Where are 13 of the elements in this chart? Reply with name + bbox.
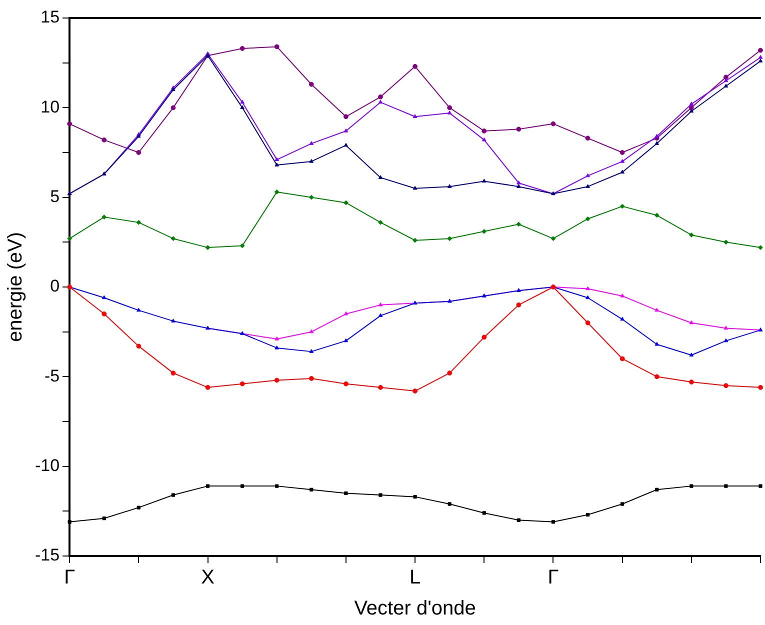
y-tick-label: -15 [34, 546, 60, 565]
y-tick-label: 5 [50, 187, 60, 206]
y-tick-label: 15 [40, 8, 60, 27]
y-tick-label: -10 [34, 456, 60, 476]
y-tick-label: -5 [44, 366, 60, 386]
y-tick-label: 0 [50, 276, 60, 296]
x-tick-label: L [409, 566, 421, 589]
x-tick-label: Γ [64, 566, 76, 589]
x-axis-title: Vecter d'onde [354, 598, 476, 620]
x-tick-label: Γ [548, 566, 559, 589]
x-tick-label: X [201, 566, 214, 589]
y-axis-title: energie (eV) [4, 232, 27, 342]
y-tick-label: 10 [40, 97, 60, 116]
